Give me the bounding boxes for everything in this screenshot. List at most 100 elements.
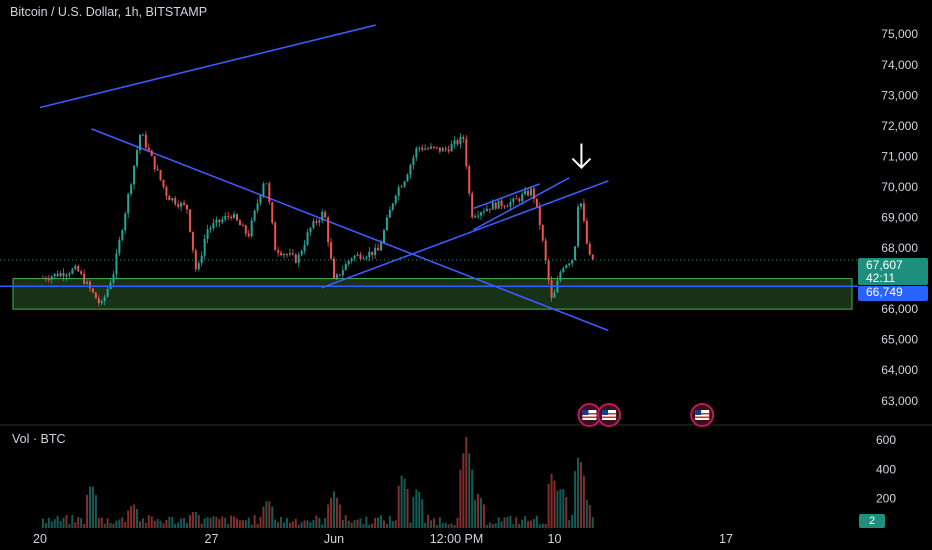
volume-bar-175 xyxy=(556,490,559,528)
volume-bar-73 xyxy=(256,523,259,528)
volume-bar-3 xyxy=(50,521,53,528)
volume-bar-119 xyxy=(391,521,394,528)
volume-bar-89 xyxy=(303,520,306,528)
volume-bar-139 xyxy=(450,523,453,528)
candle-body-63 xyxy=(227,216,230,218)
candle-body-130 xyxy=(424,148,427,150)
volume-bar-115 xyxy=(380,515,383,528)
candle-body-114 xyxy=(377,247,380,251)
candle-body-54 xyxy=(200,255,203,264)
candle-body-8 xyxy=(65,275,68,277)
volume-bar-77 xyxy=(268,501,271,528)
candle-body-10 xyxy=(71,269,74,274)
candle-body-113 xyxy=(374,247,377,256)
volume-bar-69 xyxy=(244,520,247,528)
candle-body-121 xyxy=(397,187,400,196)
volume-bar-100 xyxy=(335,497,338,528)
candle-body-47 xyxy=(180,202,183,207)
volume-bar-52 xyxy=(194,511,197,528)
volume-bar-92 xyxy=(312,520,315,528)
volume-bar-128 xyxy=(418,491,421,528)
volume-bar-28 xyxy=(124,522,127,528)
volume-bar-35 xyxy=(144,522,147,528)
volume-bar-186 xyxy=(588,504,591,528)
candle-body-101 xyxy=(338,274,341,276)
candle-body-124 xyxy=(406,174,409,182)
candle-body-186 xyxy=(588,243,591,255)
candle-body-147 xyxy=(474,216,477,218)
candle-body-67 xyxy=(238,220,241,226)
volume-bar-169 xyxy=(538,524,541,528)
volume-bar-10 xyxy=(71,515,74,528)
volume-bar-178 xyxy=(565,496,568,528)
volume-bar-34 xyxy=(141,518,144,528)
trendline-1 xyxy=(39,24,376,109)
candle-body-44 xyxy=(171,198,174,201)
candle-body-31 xyxy=(133,165,136,185)
candle-body-141 xyxy=(456,140,459,145)
candle-body-171 xyxy=(544,240,547,261)
price-tick-label: 69,000 xyxy=(881,211,918,225)
volume-bar-157 xyxy=(503,517,506,528)
volume-bar-47 xyxy=(180,518,183,528)
candle-body-61 xyxy=(221,219,224,223)
candle-body-187 xyxy=(591,254,594,260)
price-tick-label: 70,000 xyxy=(881,180,918,194)
volume-bar-99 xyxy=(333,491,335,528)
flag-field xyxy=(695,410,710,420)
volume-bar-136 xyxy=(441,523,444,528)
candle-body-58 xyxy=(212,223,215,228)
volume-bar-94 xyxy=(318,517,321,528)
candle-body-120 xyxy=(394,195,397,204)
volume-bar-82 xyxy=(283,522,286,528)
volume-bar-24 xyxy=(112,523,115,528)
candle-body-76 xyxy=(265,183,268,185)
volume-bar-105 xyxy=(350,522,353,528)
volume-bar-33 xyxy=(138,521,141,528)
candle-body-66 xyxy=(235,214,238,221)
candle-body-39 xyxy=(156,169,159,171)
candle-body-17 xyxy=(91,288,94,293)
volume-bar-177 xyxy=(562,489,565,528)
volume-bar-142 xyxy=(459,469,462,528)
candle-body-126 xyxy=(412,157,415,166)
volume-bar-180 xyxy=(571,514,574,528)
candle-body-144 xyxy=(465,139,468,167)
candle-body-72 xyxy=(253,210,256,221)
time-tick-label: 10 xyxy=(548,532,562,546)
price-tick-label: 72,000 xyxy=(881,119,918,133)
candle-body-176 xyxy=(559,272,562,281)
price-candles xyxy=(41,131,594,307)
last-price-value: 67,607 xyxy=(866,258,903,272)
candle-body-137 xyxy=(444,148,447,150)
volume-bar-80 xyxy=(277,522,280,528)
candle-body-45 xyxy=(174,198,177,205)
candle-body-75 xyxy=(262,183,265,196)
price-tick-label: 73,000 xyxy=(881,88,918,102)
candle-body-50 xyxy=(188,209,191,232)
candle-body-79 xyxy=(274,222,277,251)
candle-body-29 xyxy=(127,193,130,214)
volume-bar-135 xyxy=(438,517,441,528)
candle-body-168 xyxy=(535,198,538,207)
flag-field xyxy=(582,410,597,420)
trendline-3 xyxy=(321,180,609,289)
volume-bar-51 xyxy=(191,511,194,528)
volume-bar-14 xyxy=(83,524,86,528)
price-tick-label: 71,000 xyxy=(881,149,918,163)
candle-body-27 xyxy=(121,230,124,240)
candle-body-19 xyxy=(97,298,100,304)
volume-bar-50 xyxy=(188,515,191,528)
candle-body-49 xyxy=(186,204,188,210)
candle-body-122 xyxy=(400,186,403,188)
candle-body-48 xyxy=(183,202,186,205)
candle-body-172 xyxy=(547,260,550,281)
volume-bar-16 xyxy=(88,486,91,528)
volume-bar-171 xyxy=(544,523,547,528)
candle-body-143 xyxy=(462,136,465,140)
candle-body-100 xyxy=(335,274,338,279)
candle-body-1 xyxy=(44,277,47,280)
candle-body-42 xyxy=(165,186,168,196)
flag-canton xyxy=(602,410,609,415)
